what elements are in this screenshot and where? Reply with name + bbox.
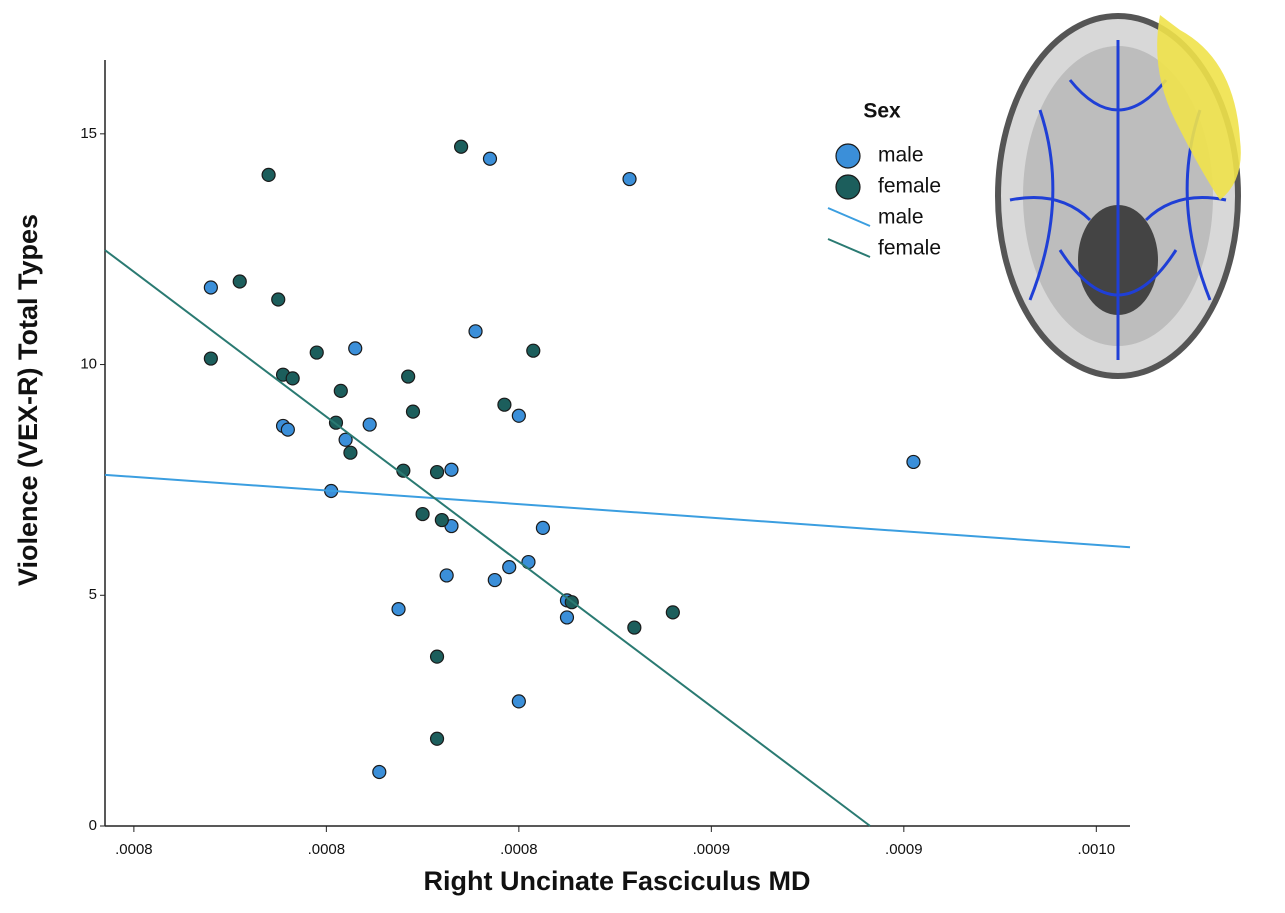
legend-marker [836,175,860,199]
legend-line [828,239,870,257]
point [402,370,415,383]
fit-line [105,475,1130,547]
point [666,606,679,619]
point [431,650,444,663]
y-tick-label: 10 [80,356,97,373]
point [392,603,405,616]
point [431,732,444,745]
point [488,574,501,587]
point [373,766,386,779]
point [233,275,246,288]
point [503,561,516,574]
point [349,342,362,355]
point [512,409,525,422]
point [440,569,453,582]
legend-label: male [878,206,924,229]
point [512,695,525,708]
point [363,418,376,431]
point [483,152,496,165]
x-tick-label: .0008 [500,841,538,858]
point [344,446,357,459]
point [455,140,468,153]
point [435,514,448,527]
x-tick-label: .0010 [1078,841,1116,858]
chart: Right Uncinate Fasciculus MD Violence (V… [0,0,1285,913]
legend-label: female [878,237,941,260]
point [527,344,540,357]
y-tick-label: 0 [89,817,97,834]
point [907,455,920,468]
point [310,346,323,359]
legend-line [828,208,870,226]
point [431,466,444,479]
fit-line [105,250,870,826]
point [628,621,641,634]
point [560,611,573,624]
y-tick-label: 15 [80,125,97,142]
y-tick-label: 5 [89,586,97,603]
point [536,521,549,534]
point [623,173,636,186]
point [469,325,482,338]
x-tick-label: .0008 [115,841,153,858]
legend-title: Sex [863,100,901,123]
x-tick-label: .0009 [885,841,923,858]
y-axis-title: Violence (VEX-R) Total Types [13,214,43,586]
point [272,293,285,306]
point [416,508,429,521]
point [281,423,294,436]
point [445,463,458,476]
point [498,398,511,411]
point [334,384,347,397]
x-tick-label: .0008 [308,841,346,858]
legend-label: female [878,175,941,198]
legend-marker [836,144,860,168]
page: {"chart_data": {"type": "scatter", "x_la… [0,0,1285,913]
brain-image [998,15,1241,376]
x-tick-label: .0009 [693,841,731,858]
point [262,168,275,181]
point [286,372,299,385]
point [406,405,419,418]
point [204,281,217,294]
legend-label: male [878,144,924,167]
point [204,352,217,365]
x-axis-title: Right Uncinate Fasciculus MD [423,866,810,896]
